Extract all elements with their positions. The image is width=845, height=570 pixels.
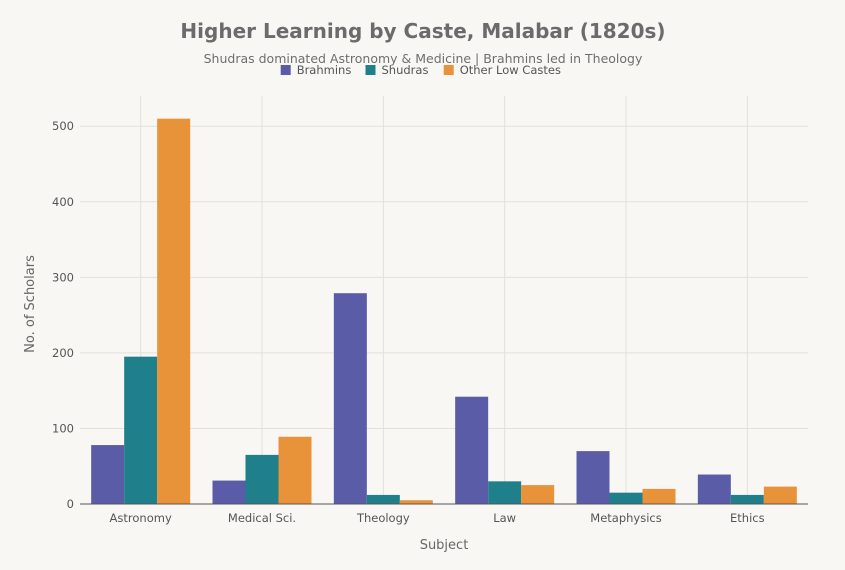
bar-brahmins <box>576 451 610 504</box>
x-tick-label: Metaphysics <box>590 511 661 525</box>
bar-other-low-castes <box>157 118 191 505</box>
x-tick-labels: Astronomy Medical Sci. Theology Law Metaphys… <box>110 511 765 525</box>
legend-label: Other Low Castes <box>460 63 561 77</box>
gridlines <box>80 96 808 504</box>
legend-swatch <box>365 65 376 75</box>
bar-shudras <box>609 492 643 504</box>
chart-subtitle: Shudras dominated Astronomy & Medicine |… <box>204 51 643 66</box>
y-tick-label: 100 <box>52 421 74 435</box>
y-axis-title: No. of Scholars <box>23 255 38 353</box>
chart-title: Higher Learning by Caste, Malabar (1820s… <box>180 19 665 43</box>
x-axis-title: Subject <box>420 538 469 553</box>
bar-shudras <box>366 494 400 504</box>
bar-other-low-castes <box>642 488 676 504</box>
legend-swatch <box>280 65 291 75</box>
bar-other-low-castes <box>399 500 433 504</box>
y-tick-label: 500 <box>52 119 74 133</box>
bar-shudras <box>245 454 279 504</box>
y-tick-label: 0 <box>67 497 74 511</box>
legend-label: Shudras <box>382 63 429 77</box>
x-tick-label: Law <box>493 511 516 525</box>
y-tick-label: 200 <box>52 346 74 360</box>
x-tick-label: Ethics <box>730 511 765 525</box>
legend-label: Brahmins <box>297 63 352 77</box>
bar-brahmins <box>455 396 489 504</box>
bar-brahmins <box>212 480 246 504</box>
y-tick-label: 400 <box>52 195 74 209</box>
y-tick-label: 300 <box>52 270 74 284</box>
bars <box>91 118 797 505</box>
bar-shudras <box>730 494 764 504</box>
bar-other-low-castes <box>521 485 555 504</box>
legend-swatch <box>443 65 454 75</box>
bar-brahmins <box>697 474 731 504</box>
x-tick-label: Theology <box>356 511 410 525</box>
x-tick-label: Medical Sci. <box>228 511 296 525</box>
bar-other-low-castes <box>763 486 797 504</box>
bar-other-low-castes <box>278 436 312 504</box>
x-tick-label: Astronomy <box>110 511 172 525</box>
bar-shudras <box>124 356 158 504</box>
bar-brahmins <box>333 293 367 504</box>
bar-brahmins <box>91 445 125 504</box>
y-tick-labels: 0 100 200 300 400 500 <box>52 119 74 511</box>
bar-shudras <box>488 481 522 504</box>
legend: Brahmins Shudras Other Low Castes <box>280 63 561 77</box>
